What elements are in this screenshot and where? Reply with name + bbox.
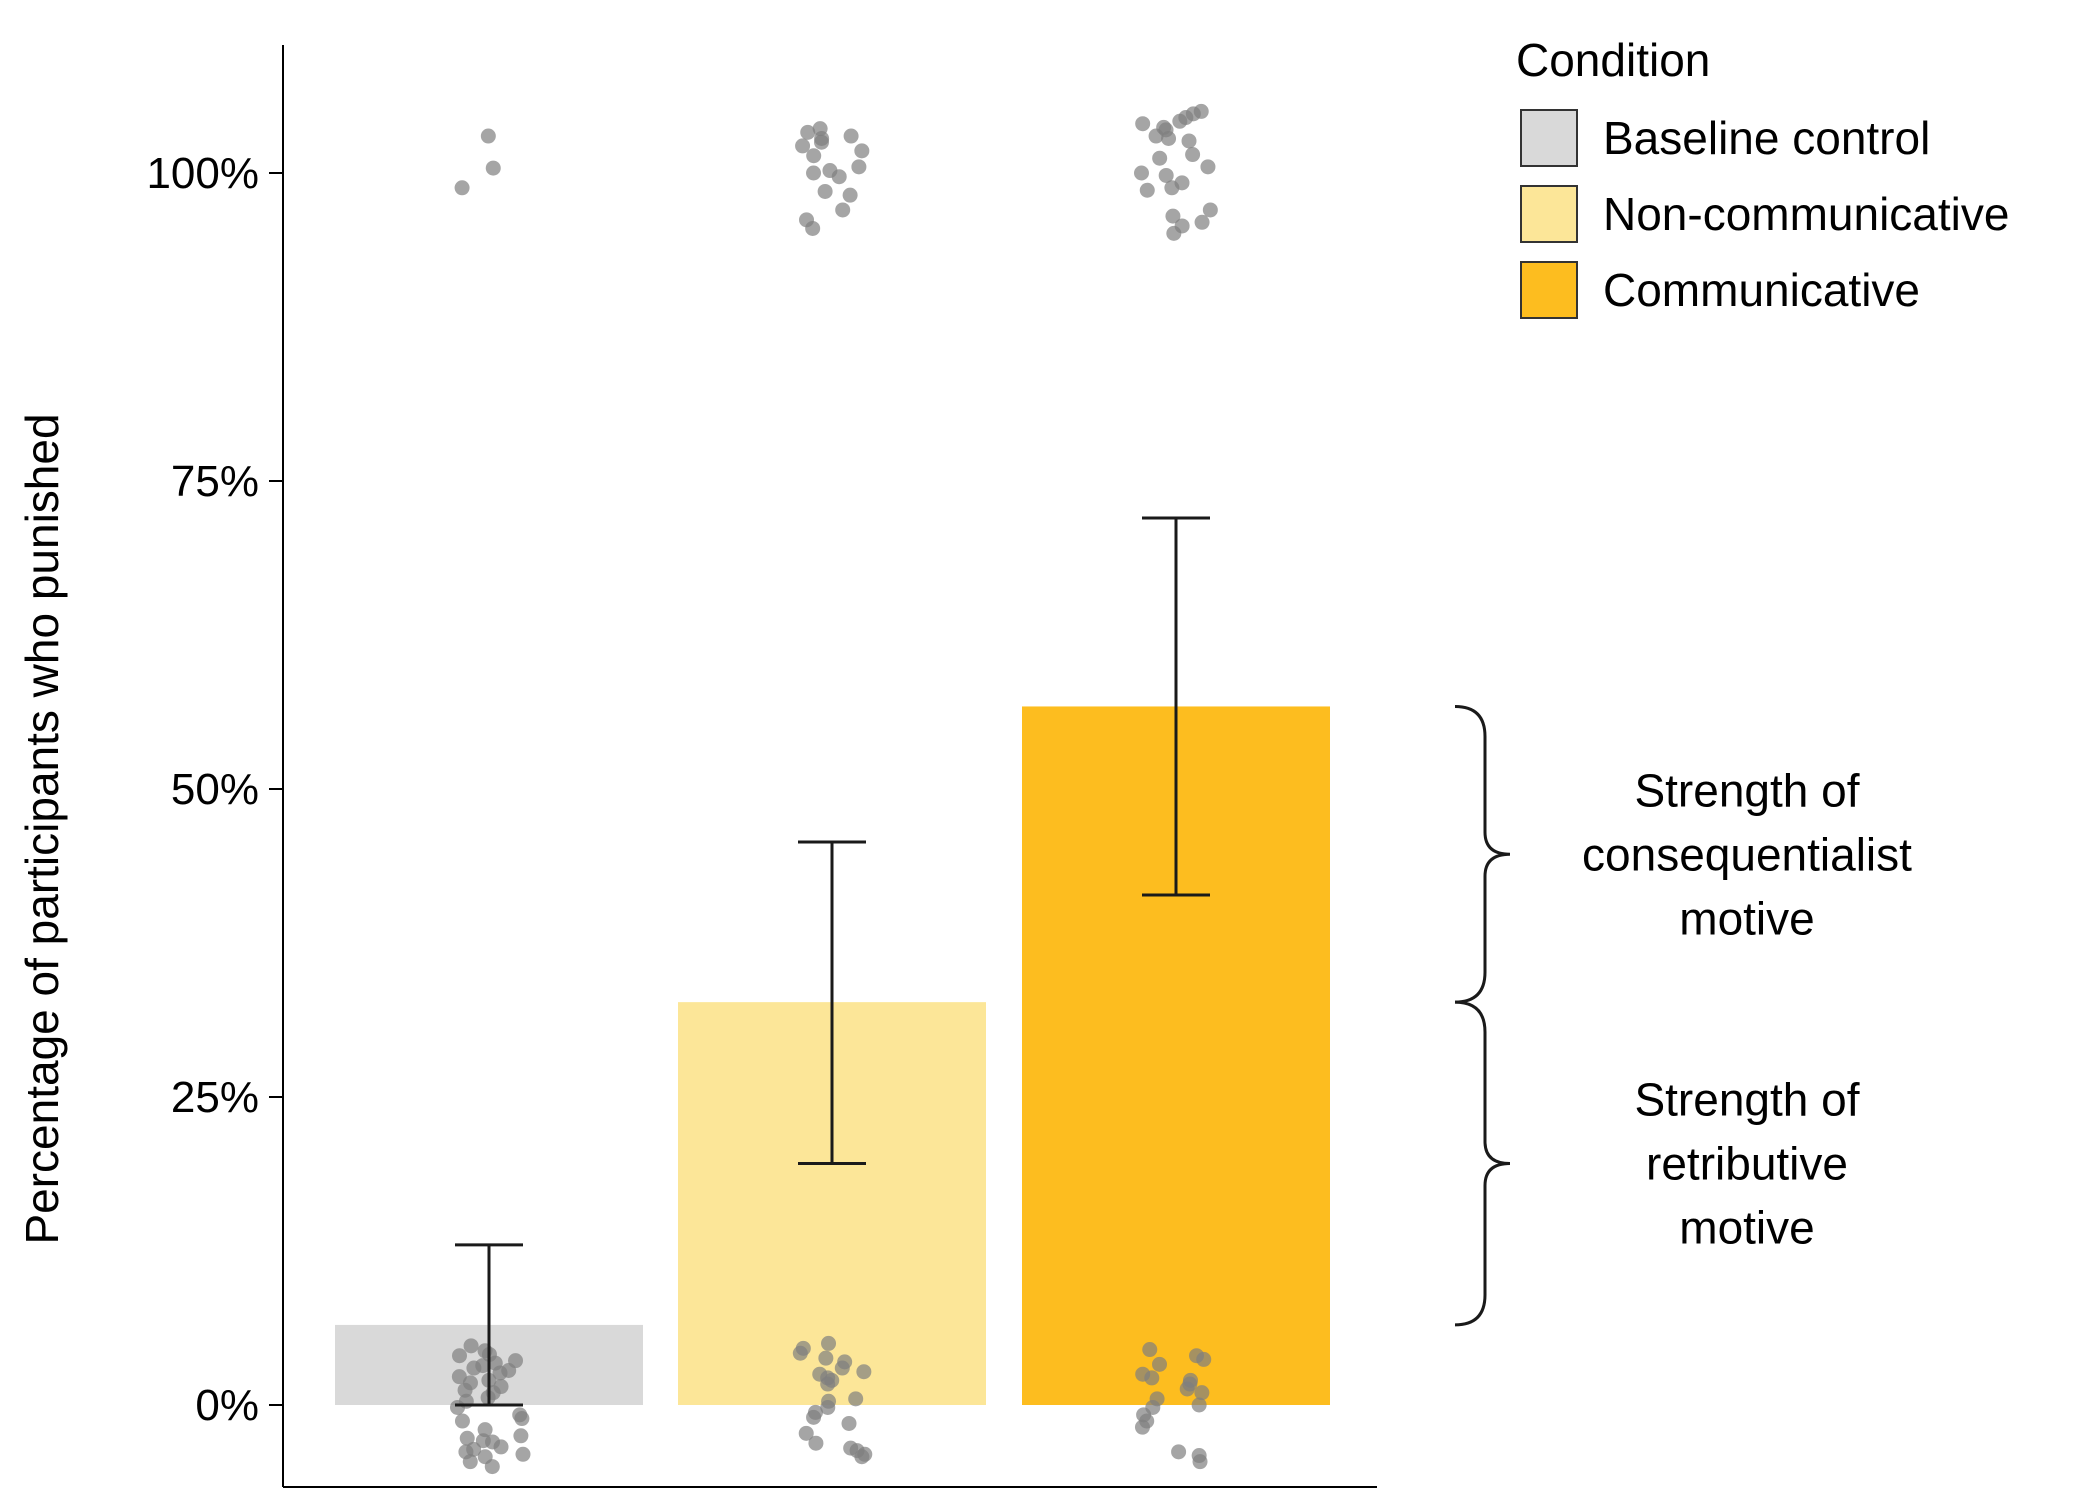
y-tick-label: 50%: [171, 765, 259, 814]
legend-swatch: [1520, 109, 1578, 167]
y-tick-label: 25%: [171, 1073, 259, 1122]
data-point: [792, 1345, 808, 1361]
data-point: [450, 1399, 466, 1415]
brace: [1454, 1000, 1511, 1327]
data-point: [1172, 113, 1188, 129]
data-point: [1152, 150, 1168, 166]
data-point: [514, 1411, 530, 1427]
error-bar: [455, 1243, 523, 1407]
error-bars: [455, 516, 1210, 1407]
y-tick-label: 100%: [146, 149, 259, 198]
data-point: [1194, 214, 1210, 230]
data-point: [831, 169, 847, 185]
data-point: [805, 220, 821, 236]
data-point: [513, 1428, 529, 1444]
data-point: [851, 159, 867, 175]
data-point: [1135, 116, 1151, 132]
legend-swatch: [1520, 261, 1578, 319]
data-point: [821, 1335, 837, 1351]
data-point: [814, 134, 830, 150]
data-point: [795, 138, 811, 154]
data-point: [1142, 1342, 1158, 1358]
data-point: [1200, 159, 1216, 175]
data-point: [451, 1369, 467, 1385]
data-point: [485, 160, 501, 176]
data-point: [854, 1449, 870, 1465]
data-point: [1152, 1356, 1168, 1372]
data-point: [1166, 225, 1182, 241]
data-point: [484, 1459, 500, 1475]
y-axis: 0% 25% 50% 75% 100%: [146, 45, 1377, 1488]
data-point: [1139, 182, 1155, 198]
data-point: [515, 1446, 531, 1462]
data-point: [808, 1435, 824, 1451]
data-point: [463, 1338, 479, 1354]
data-point: [1202, 202, 1218, 218]
data-point: [842, 187, 858, 203]
data-point: [1148, 128, 1164, 144]
data-point: [806, 165, 822, 181]
y-tick-label: 0%: [195, 1381, 259, 1430]
y-tick-label: 75%: [171, 457, 259, 506]
annotation-label: Strength of retributive motive: [1634, 1074, 1859, 1254]
brace: [1454, 704, 1511, 1004]
data-point: [820, 1376, 836, 1392]
data-point: [1134, 1419, 1150, 1435]
annotations: Strength of consequentialist motive Strengt…: [1454, 704, 1912, 1327]
legend-label: Baseline control: [1603, 112, 1930, 164]
data-point: [1192, 1454, 1208, 1470]
data-point: [454, 180, 470, 196]
legend-title: Condition: [1516, 34, 1710, 86]
legend-label: Non-communicative: [1603, 188, 2009, 240]
data-point: [1158, 167, 1174, 183]
data-point: [477, 1422, 493, 1438]
data-point: [841, 1415, 857, 1431]
data-point: [843, 128, 859, 144]
legend-swatch: [1520, 185, 1578, 243]
data-point: [1191, 1397, 1207, 1413]
data-point: [820, 1399, 836, 1415]
data-point: [1181, 133, 1197, 149]
data-point: [457, 1382, 473, 1398]
data-point: [817, 183, 833, 199]
data-point: [1164, 180, 1180, 196]
y-axis-title: Percentage of participants who punished: [16, 413, 68, 1244]
data-point: [1161, 131, 1177, 147]
data-point: [480, 128, 496, 144]
data-point: [1165, 208, 1181, 224]
legend: Condition Baseline control Non-communicat…: [1516, 34, 2009, 319]
data-point: [451, 1348, 467, 1364]
data-point: [459, 1430, 475, 1446]
data-point: [1171, 1444, 1187, 1460]
data-point: [493, 1439, 509, 1455]
data-point: [848, 1391, 864, 1407]
data-point: [806, 1409, 822, 1425]
data-point: [1133, 165, 1149, 181]
data-point: [856, 1364, 872, 1380]
data-point: [835, 202, 851, 218]
data-point: [492, 1365, 508, 1381]
data-point: [1185, 147, 1201, 163]
data-point: [462, 1454, 478, 1470]
data-point: [800, 124, 816, 140]
data-point: [1144, 1370, 1160, 1386]
data-point: [834, 1360, 850, 1376]
data-point: [466, 1360, 482, 1376]
data-point: [818, 1350, 834, 1366]
data-point: [1179, 1381, 1195, 1397]
error-bar: [798, 840, 866, 1166]
legend-label: Communicative: [1603, 264, 1920, 316]
data-point: [854, 143, 870, 159]
annotation-label: Strength of consequentialist motive: [1582, 764, 1912, 944]
error-bar: [1142, 516, 1210, 897]
data-point: [806, 148, 822, 164]
data-point: [798, 1425, 814, 1441]
data-point: [454, 1413, 470, 1429]
data-point: [1196, 1351, 1212, 1367]
jitter-points: [450, 103, 1218, 1475]
data-point: [1194, 1385, 1210, 1401]
